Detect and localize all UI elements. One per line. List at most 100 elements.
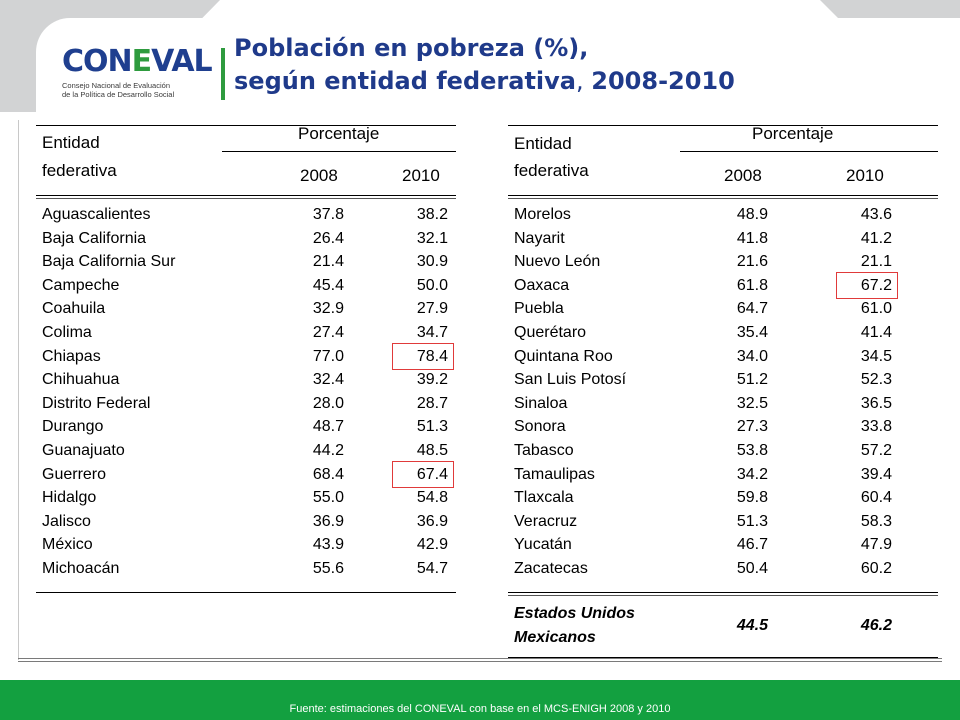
table-row: Tabasco 53.8 57.2 [508, 439, 938, 463]
entity-name: Nuevo León [514, 253, 601, 271]
header-percentage-rule [680, 151, 938, 152]
total-label-line2: Mexicanos [514, 629, 596, 646]
entity-name: Baja California Sur [42, 253, 176, 271]
entity-name: Baja California [42, 229, 147, 247]
value-2008: 55.6 [312, 560, 344, 577]
entity-name: Oaxaca [514, 276, 570, 294]
entity-name: Chiapas [42, 347, 101, 365]
entity-name: Tabasco [514, 442, 574, 459]
value-2008: 32.5 [736, 394, 768, 412]
header-bottom-rule [508, 195, 938, 196]
value-2008: 21.6 [736, 253, 768, 271]
table-row: Michoacán 55.6 54.7 [36, 557, 456, 581]
table-row: Tamaulipas 34.2 39.4 [508, 463, 938, 487]
entity-name: Tlaxcala [514, 489, 574, 507]
value-2010: 41.4 [860, 324, 892, 341]
value-2010: 28.7 [416, 394, 448, 412]
value-2008: 34.0 [736, 347, 768, 365]
table-row: Oaxaca 61.8 67.2 [508, 271, 938, 300]
table-row: Hidalgo 55.0 54.8 [36, 486, 456, 510]
value-2010: 67.2 [860, 276, 892, 294]
table-top-rule [508, 125, 938, 126]
value-2010: 27.9 [416, 300, 448, 318]
header-percentage-rule [222, 151, 456, 152]
value-2010: 39.4 [860, 465, 892, 483]
value-2008: 35.4 [736, 324, 768, 341]
value-2010: 32.1 [416, 229, 448, 247]
table-row: Tlaxcala 59.8 60.4 [508, 486, 938, 510]
value-2010: 36.5 [860, 394, 892, 412]
header-year-2008: 2008 [300, 166, 338, 185]
title-line2-text: según entidad federativa [234, 67, 576, 95]
value-2008: 48.9 [736, 206, 768, 223]
header-year-2008: 2008 [724, 166, 762, 185]
table-row: Aguascalientes 37.8 38.2 [36, 203, 456, 227]
value-2010: 43.6 [860, 206, 892, 223]
value-2010: 42.9 [416, 536, 448, 554]
value-2008: 48.7 [312, 418, 344, 436]
table-row: Querétaro 35.4 41.4 [508, 321, 938, 345]
value-2008: 34.2 [736, 465, 768, 483]
value-2010: 33.8 [860, 418, 892, 436]
highlight-box [392, 342, 454, 371]
logo-word-part: VAL [151, 44, 213, 79]
entity-name: México [42, 536, 93, 554]
value-2010: 38.2 [416, 206, 448, 223]
value-2008: 32.9 [312, 300, 344, 318]
value-2010: 48.5 [416, 442, 448, 459]
table-row: Nuevo León 21.6 21.1 [508, 250, 938, 274]
header-entity-line1: Entidad [514, 134, 572, 153]
value-2008: 61.8 [736, 276, 768, 294]
header-year-2010: 2010 [846, 166, 884, 185]
table-row: Sinaloa 32.5 36.5 [508, 392, 938, 416]
value-2010: 52.3 [860, 371, 892, 389]
table-row: Guerrero 68.4 67.4 [36, 460, 456, 489]
page-title: Población en pobreza (%), según entidad … [234, 32, 735, 98]
highlight-box [392, 460, 454, 489]
value-2010: 39.2 [416, 371, 448, 389]
entity-name: Querétaro [514, 324, 587, 341]
header-panel [36, 18, 960, 118]
value-2008: 37.8 [312, 206, 344, 223]
value-2008: 77.0 [312, 347, 344, 365]
entity-name: Hidalgo [42, 489, 97, 507]
logo-subtitle-line2: de la Política de Desarrollo Social [62, 90, 175, 99]
table-row: México 43.9 42.9 [36, 533, 456, 557]
entity-name: Sonora [514, 418, 566, 436]
table-row: Colima 27.4 34.7 [36, 321, 456, 345]
entity-name: Guanajuato [42, 442, 125, 459]
value-2010: 47.9 [860, 536, 892, 554]
table-row: Coahuila 32.9 27.9 [36, 297, 456, 321]
table-top-rule [36, 125, 456, 126]
header-entity-line2: federativa [42, 161, 117, 180]
table-row: Chiapas 77.0 78.4 [36, 342, 456, 371]
value-2010: 54.7 [416, 560, 448, 577]
value-2008: 44.2 [312, 442, 344, 459]
title-line2-years: 2008-2010 [591, 67, 735, 95]
title-accent-bar [221, 48, 225, 100]
value-2010: 60.2 [860, 560, 892, 577]
header-bottom-rule-2 [36, 198, 456, 199]
table-row: Guanajuato 44.2 48.5 [36, 439, 456, 463]
entity-name: Distrito Federal [42, 394, 151, 412]
value-2008: 41.8 [736, 229, 768, 247]
total-value-2010: 46.2 [860, 617, 892, 634]
header-year-2010: 2010 [402, 166, 440, 185]
value-2010: 78.4 [416, 347, 448, 365]
entity-name: Colima [42, 324, 92, 341]
value-2008: 27.3 [736, 418, 768, 436]
table-bottom-rule [508, 657, 938, 658]
value-2008: 32.4 [312, 371, 344, 389]
value-2008: 51.2 [736, 371, 768, 389]
entity-name: Morelos [514, 206, 571, 223]
table-row: San Luis Potosí 51.2 52.3 [508, 368, 938, 392]
header-bottom-rule [36, 195, 456, 196]
table-row: Yucatán 46.7 47.9 [508, 533, 938, 557]
table-row: Puebla 64.7 61.0 [508, 297, 938, 321]
highlight-box [836, 271, 898, 300]
value-2008: 45.4 [312, 276, 344, 294]
entity-name: Veracruz [514, 512, 578, 530]
value-2010: 34.7 [416, 324, 448, 341]
value-2008: 50.4 [736, 560, 768, 577]
header-entity-line1: Entidad [42, 133, 100, 152]
